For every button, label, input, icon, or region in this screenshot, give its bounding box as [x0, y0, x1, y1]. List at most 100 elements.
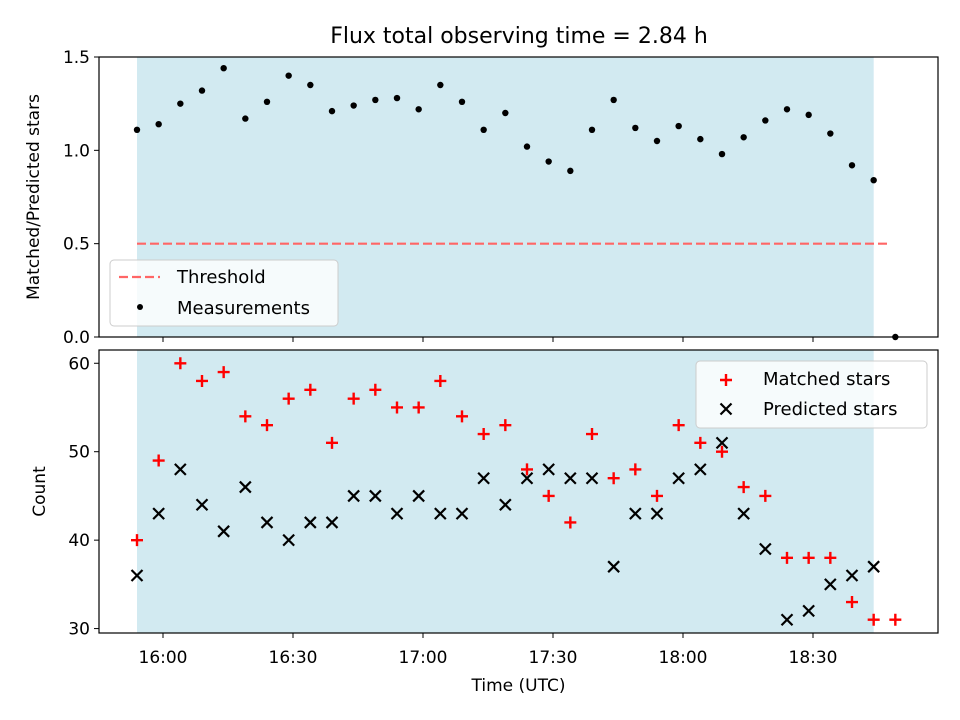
- y-tick-label: 1.0: [63, 141, 90, 161]
- top-legend-box: [109, 259, 339, 327]
- matched-star-point: [781, 551, 793, 564]
- x-tick-label: 18:30: [789, 648, 838, 668]
- predicted-star-point: [369, 489, 382, 503]
- matched-star-point: [607, 472, 620, 485]
- measurement-point: [350, 102, 357, 109]
- x-tick-label: 17:00: [399, 648, 448, 668]
- matched-star-point: [369, 383, 382, 396]
- predicted-star-point: [174, 463, 187, 476]
- y-tick-label: 1.5: [63, 48, 90, 68]
- matched-star-point: [846, 596, 858, 609]
- matched-star-point: [802, 551, 815, 564]
- measurement-point: [545, 158, 552, 165]
- measurement-point: [393, 94, 401, 102]
- measurement-point: [870, 177, 877, 184]
- predicted-star-point: [282, 533, 295, 547]
- measurement-point: [328, 107, 336, 115]
- x-tick-label: 16:00: [139, 648, 188, 668]
- matched-star-point: [217, 366, 230, 379]
- matched-star-point: [737, 481, 750, 494]
- ratio-panel: 0.0 0.5 1.0 1.5 Matched/Predicted stars Thres…: [24, 48, 939, 348]
- legend-measurements-swatch: [137, 304, 143, 310]
- predicted-star-point: [152, 507, 165, 520]
- measurement-point: [827, 130, 834, 137]
- measurement-point: [437, 81, 444, 89]
- bottom-y-axis-label: Count: [30, 466, 50, 517]
- measurement-point: [805, 111, 812, 119]
- predicted-star-point: [347, 489, 360, 503]
- x-axis-label: Time (UTC): [471, 676, 566, 696]
- predicted-star-point: [650, 507, 664, 520]
- measurement-point: [220, 65, 227, 72]
- legend-measurements-label: Measurements: [177, 298, 310, 319]
- predicted-star-point: [499, 498, 512, 512]
- matched-star-point: [824, 551, 837, 564]
- measurement-point: [588, 126, 596, 133]
- measurement-point: [718, 150, 726, 158]
- top-y-axis-label: Matched/Predicted stars: [24, 94, 44, 300]
- matched-star-point: [239, 410, 252, 423]
- measurement-point: [198, 87, 206, 94]
- matched-star-point: [564, 516, 577, 529]
- measurement-point: [307, 81, 314, 89]
- bottom-legend-box: [695, 360, 928, 429]
- count-panel: 30 40 50 60 16:00 16:30 17:00 17:30 18:00 18:30 Ti…: [30, 349, 939, 696]
- predicted-star-point: [824, 578, 837, 591]
- predicted-star-point: [629, 507, 642, 520]
- measurement-point: [133, 126, 141, 133]
- measurement-point: [567, 167, 574, 175]
- y-tick-label: 60: [68, 354, 90, 374]
- matched-star-point: [716, 445, 728, 458]
- predicted-star-point: [737, 507, 750, 520]
- predicted-star-point: [304, 516, 317, 529]
- predicted-star-point: [585, 471, 599, 485]
- legend-predicted-swatch: [719, 402, 733, 416]
- matched-star-point: [347, 392, 360, 405]
- measurement-point: [848, 162, 856, 169]
- top-legend: Threshold Measurements: [109, 259, 339, 327]
- predicted-star-point: [434, 507, 447, 520]
- matched-star-point: [456, 410, 468, 423]
- predicted-star-point: [520, 471, 534, 485]
- matched-star-point: [391, 401, 403, 414]
- matched-star-point: [304, 383, 317, 396]
- y-tick-label: 30: [68, 620, 90, 640]
- x-tick-label: 18:00: [659, 648, 708, 668]
- matched-star-point: [326, 436, 338, 449]
- matched-star-point: [759, 489, 772, 502]
- predicted-star-point: [845, 569, 859, 582]
- predicted-star-point: [130, 569, 144, 582]
- matched-star-point: [521, 463, 533, 476]
- measurement-point: [372, 96, 379, 104]
- chart-title: Flux total observing time = 2.84 h: [330, 24, 708, 49]
- matched-star-point: [282, 392, 295, 405]
- matched-star-point: [174, 357, 187, 370]
- predicted-star-point: [694, 463, 707, 476]
- measurement-point: [653, 137, 661, 145]
- matched-star-point: [412, 401, 425, 414]
- measurement-point: [155, 121, 162, 128]
- bottom-legend: Matched stars Predicted stars: [695, 360, 928, 429]
- legend-matched-label: Matched stars: [763, 369, 890, 390]
- matched-star-point: [477, 428, 490, 441]
- measurement-point: [523, 143, 531, 150]
- measurement-point: [177, 100, 184, 107]
- predicted-star-point: [217, 525, 230, 538]
- x-tick-label: 17:30: [529, 648, 578, 668]
- predicted-star-point: [715, 436, 729, 450]
- matched-star-point: [629, 463, 642, 476]
- measurement-point: [415, 106, 422, 113]
- measurement-point: [502, 109, 509, 117]
- predicted-star-point: [477, 471, 490, 485]
- matched-star-point: [196, 374, 208, 387]
- y-tick-label: 0.5: [63, 235, 90, 255]
- predicted-star-point: [325, 516, 339, 529]
- predicted-star-point: [672, 471, 685, 485]
- predicted-star-point: [260, 516, 274, 529]
- measurement-point: [480, 126, 487, 133]
- measurement-point: [632, 124, 639, 132]
- measurement-point: [762, 117, 769, 124]
- predicted-star-point: [780, 613, 794, 627]
- bottom-axes-frame: [98, 349, 939, 634]
